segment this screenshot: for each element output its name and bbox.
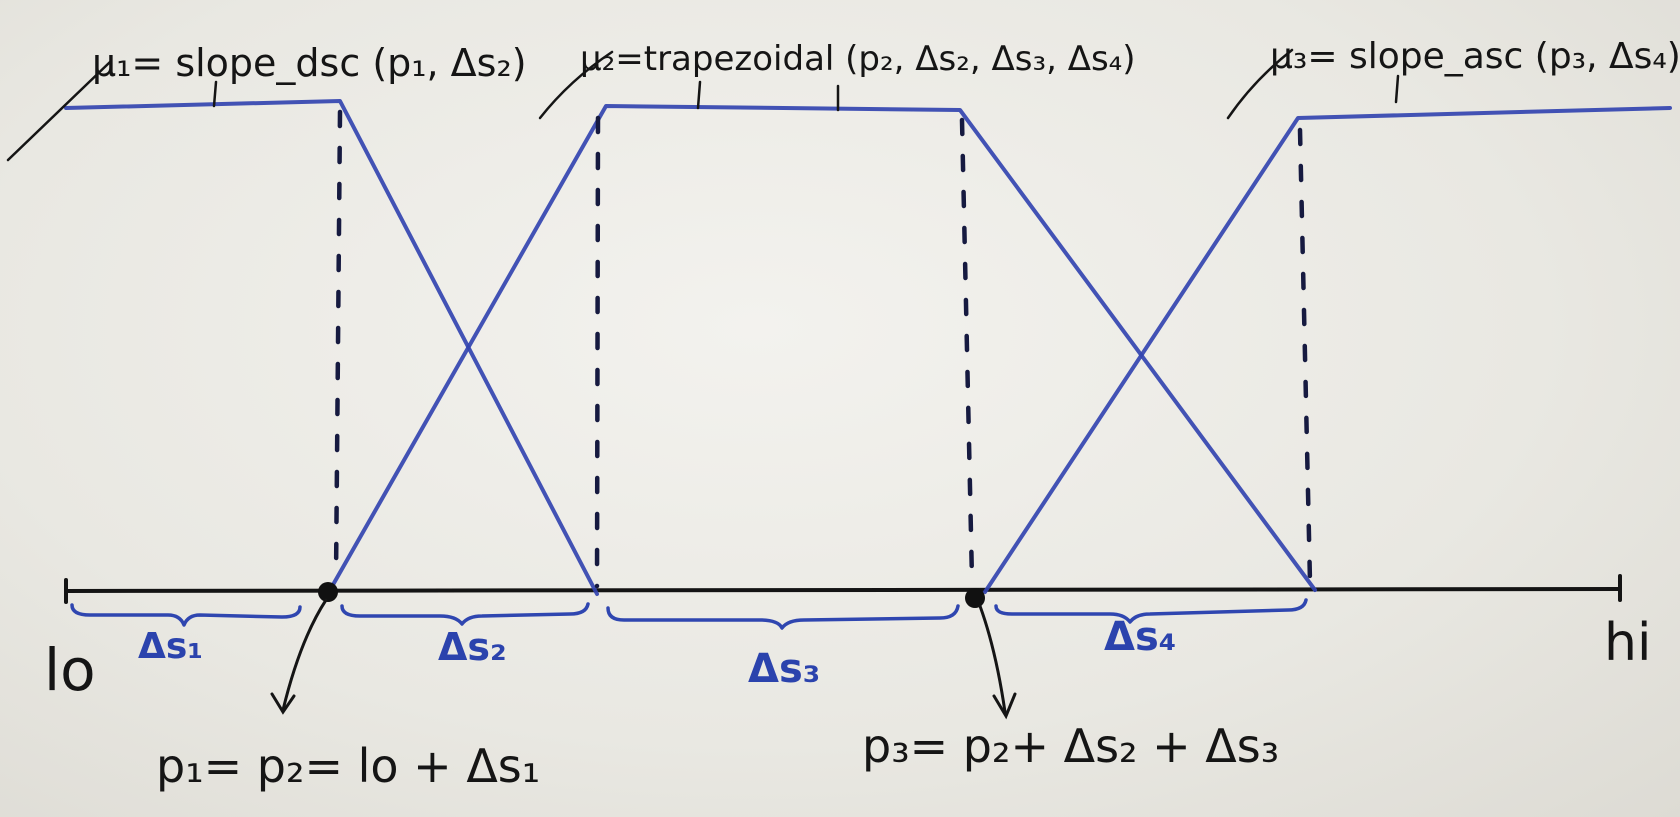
guide-line-p2-top — [594, 115, 601, 589]
brace-ds4 — [994, 598, 1308, 624]
arrow-to-p1-equation — [281, 598, 328, 712]
mu1-label-hook — [6, 60, 112, 162]
mu2-label-tick-a — [696, 80, 702, 110]
mu3-label-tick — [1394, 74, 1400, 104]
point-p1-marker — [318, 582, 338, 602]
arrow-head-p1 — [270, 692, 296, 715]
mu3-function-label: μ₃= slope_asc (p₃, Δs₄) — [1270, 36, 1680, 77]
guide-line-p3 — [959, 117, 975, 583]
mu1-function-label: μ₁= slope_dsc (p₁, Δs₂) — [92, 41, 527, 85]
mu2-function-label: μ₂=trapezoidal (p₂, Δs₂, Δs₃, Δs₄) — [580, 39, 1136, 79]
mu3-label-hook — [1226, 48, 1294, 120]
interval-label-ds2: Δs₂ — [438, 625, 507, 669]
mu1-label-tick — [212, 80, 218, 108]
brace-ds2 — [340, 602, 590, 626]
mu2-label-hook — [538, 50, 614, 120]
mu2-trapezoid-line — [328, 104, 1317, 592]
point-p3-marker — [965, 588, 985, 608]
interval-label-ds3: Δs₃ — [748, 646, 820, 692]
guide-line-p4 — [1297, 127, 1313, 585]
interval-label-ds1: Δs₁ — [138, 626, 203, 667]
brace-ds3 — [606, 604, 960, 630]
arrow-to-p3-equation — [978, 604, 1007, 714]
equation-p3: p₃= p₂+ Δs₂ + Δs₃ — [862, 719, 1279, 773]
interval-label-ds4: Δs₄ — [1104, 614, 1176, 660]
axis-label-lo: lo — [44, 636, 96, 704]
mu1-slope-desc-line — [64, 99, 599, 596]
brace-ds1 — [70, 603, 302, 627]
guide-line-p1 — [333, 109, 343, 581]
mu3-slope-asc-line — [983, 106, 1672, 594]
equation-p1-p2: p₁= p₂= lo + Δs₁ — [156, 739, 540, 793]
universe-axis — [64, 587, 1622, 593]
axis-label-hi: hi — [1604, 613, 1651, 673]
arrow-head-p3 — [992, 692, 1017, 720]
